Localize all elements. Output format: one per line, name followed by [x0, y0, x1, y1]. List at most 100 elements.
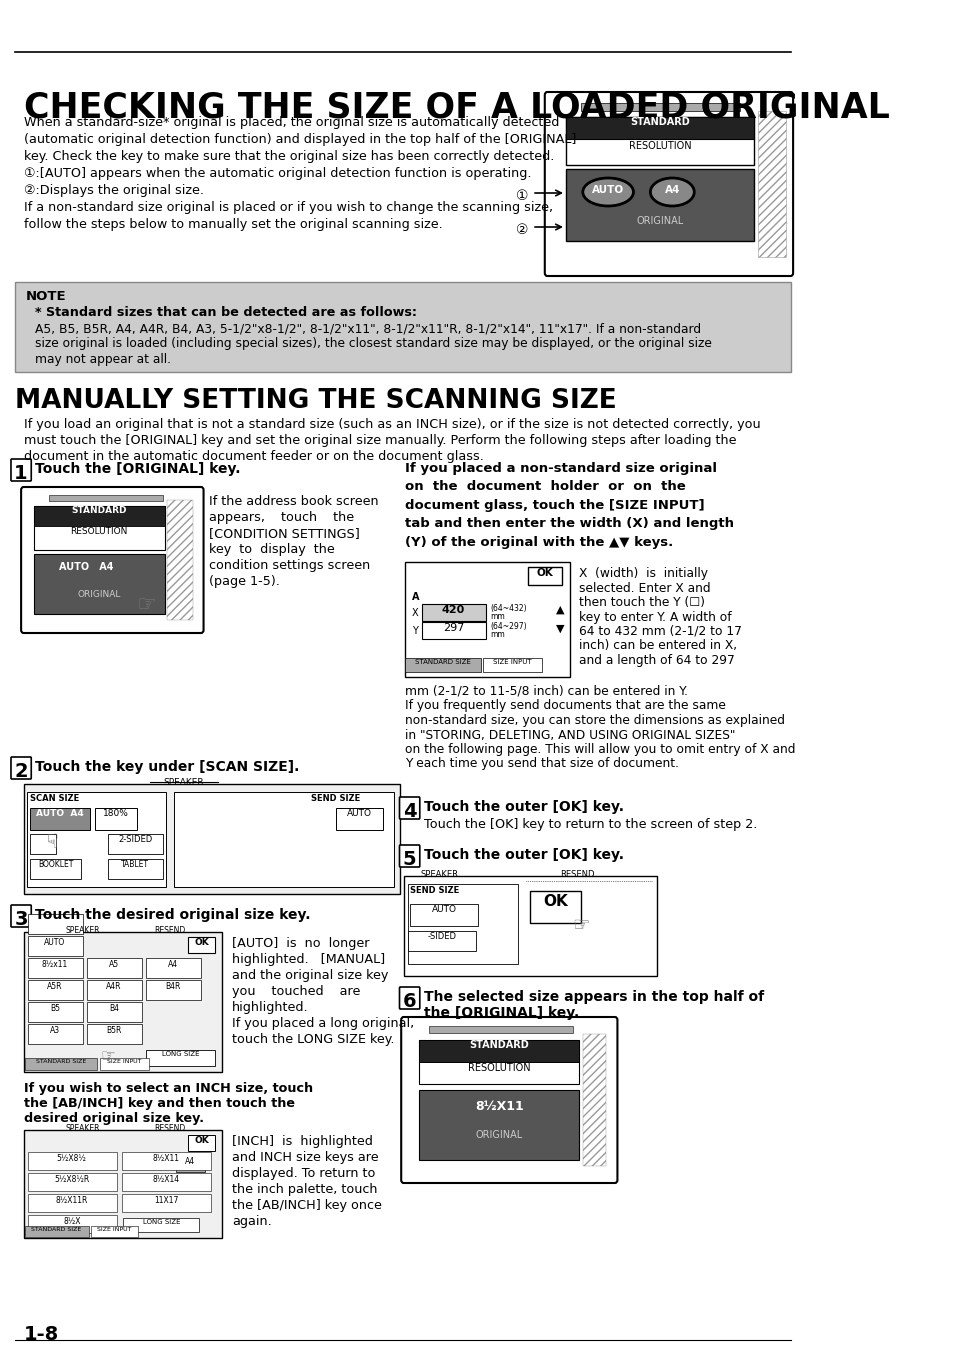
- Bar: [146, 979, 201, 1000]
- Text: AUTO  A4: AUTO A4: [36, 809, 84, 817]
- FancyBboxPatch shape: [544, 92, 792, 276]
- Bar: [91, 1225, 137, 1238]
- FancyBboxPatch shape: [11, 459, 31, 481]
- Bar: [146, 958, 201, 978]
- Text: ☞: ☞: [136, 594, 156, 615]
- Text: SPEAKER: SPEAKER: [66, 1124, 100, 1133]
- Text: If the address book screen: If the address book screen: [210, 494, 378, 508]
- Text: A: A: [412, 592, 419, 603]
- FancyBboxPatch shape: [11, 757, 31, 780]
- Text: 3: 3: [14, 911, 28, 929]
- FancyBboxPatch shape: [24, 932, 222, 1071]
- FancyBboxPatch shape: [24, 1129, 222, 1238]
- Text: key  to  display  the: key to display the: [210, 543, 335, 557]
- Bar: [28, 915, 83, 934]
- Text: [INCH]  is  highlighted: [INCH] is highlighted: [232, 1135, 373, 1148]
- Text: Touch the [OK] key to return to the screen of step 2.: Touch the [OK] key to return to the scre…: [423, 817, 757, 831]
- Text: displayed. To return to: displayed. To return to: [232, 1167, 375, 1179]
- Bar: [482, 658, 541, 671]
- Bar: [15, 282, 790, 372]
- Bar: [28, 1173, 116, 1192]
- Text: Touch the outer [OK] key.: Touch the outer [OK] key.: [423, 848, 623, 862]
- Text: (64~432): (64~432): [490, 604, 526, 613]
- Text: STANDARD: STANDARD: [469, 1040, 529, 1050]
- Text: If you load an original that is not a standard size (such as an INCH size), or i: If you load an original that is not a st…: [24, 417, 760, 431]
- Text: Y: Y: [412, 626, 417, 636]
- Text: ORIGINAL: ORIGINAL: [475, 1129, 522, 1140]
- FancyBboxPatch shape: [399, 988, 419, 1009]
- Bar: [410, 904, 477, 925]
- Text: If you placed a long original,: If you placed a long original,: [232, 1017, 415, 1029]
- Text: RESEND: RESEND: [154, 925, 186, 935]
- Text: the [AB/INCH] key once: the [AB/INCH] key once: [232, 1198, 382, 1212]
- Text: AUTO: AUTO: [592, 185, 623, 195]
- Text: (64~297): (64~297): [490, 621, 526, 631]
- Text: MANUALLY SETTING THE SCANNING SIZE: MANUALLY SETTING THE SCANNING SIZE: [15, 388, 617, 413]
- Text: A3: A3: [50, 1025, 60, 1035]
- FancyBboxPatch shape: [405, 562, 570, 677]
- Text: mm (2-1/2 to 11-5/8 inch) can be entered in Y.: mm (2-1/2 to 11-5/8 inch) can be entered…: [405, 685, 688, 698]
- Text: If you placed a non-standard size original
on  the  document  holder  or  on  th: If you placed a non-standard size origin…: [405, 462, 734, 549]
- Text: Touch the [ORIGINAL] key.: Touch the [ORIGINAL] key.: [35, 462, 241, 476]
- Text: 2-SIDED: 2-SIDED: [118, 835, 152, 844]
- FancyBboxPatch shape: [403, 875, 657, 975]
- Text: SPEAKER: SPEAKER: [66, 925, 100, 935]
- Text: A4R: A4R: [106, 982, 122, 992]
- FancyBboxPatch shape: [401, 1017, 617, 1183]
- FancyBboxPatch shape: [21, 486, 203, 634]
- Text: RESEND: RESEND: [559, 870, 594, 880]
- Bar: [422, 621, 485, 639]
- Text: key. Check the key to make sure that the original size has been correctly detect: key. Check the key to make sure that the…: [24, 150, 554, 163]
- Text: 180%: 180%: [103, 809, 129, 817]
- Text: document in the automatic document feeder or on the document glass.: document in the automatic document feede…: [24, 450, 483, 463]
- Bar: [418, 1040, 578, 1084]
- Text: OK: OK: [536, 567, 553, 578]
- Bar: [30, 808, 90, 830]
- Bar: [28, 979, 83, 1000]
- Text: RESOLUTION: RESOLUTION: [628, 141, 691, 151]
- Text: A4: A4: [168, 961, 178, 969]
- Bar: [123, 1219, 199, 1232]
- Text: ☞: ☞: [39, 832, 58, 850]
- Text: non-standard size, you can store the dimensions as explained: non-standard size, you can store the dim…: [405, 713, 784, 727]
- Text: RESEND: RESEND: [154, 1124, 186, 1133]
- Text: SEND SIZE: SEND SIZE: [311, 794, 359, 802]
- Text: ①: ①: [516, 189, 528, 203]
- Text: 297: 297: [442, 623, 464, 634]
- Text: B4: B4: [109, 1004, 119, 1013]
- Bar: [565, 169, 754, 240]
- Text: inch) can be entered in X,: inch) can be entered in X,: [578, 639, 736, 653]
- Bar: [175, 1156, 205, 1173]
- Bar: [418, 1040, 578, 1062]
- Text: ②:Displays the original size.: ②:Displays the original size.: [24, 184, 203, 197]
- Bar: [99, 1058, 149, 1070]
- Bar: [758, 111, 784, 257]
- Text: RESOLUTION: RESOLUTION: [71, 527, 128, 536]
- Text: X  (width)  is  initially: X (width) is initially: [578, 567, 707, 580]
- Bar: [87, 958, 142, 978]
- Text: 8½X14: 8½X14: [152, 1175, 180, 1183]
- Bar: [28, 1194, 116, 1212]
- Text: NOTE: NOTE: [26, 290, 66, 303]
- Bar: [94, 808, 136, 830]
- Bar: [28, 1002, 83, 1021]
- Bar: [33, 507, 165, 550]
- Bar: [422, 604, 485, 621]
- Text: you    touched    are: you touched are: [232, 985, 360, 998]
- Bar: [30, 834, 55, 854]
- Bar: [26, 1225, 89, 1238]
- Text: AUTO   A4: AUTO A4: [59, 562, 113, 571]
- Bar: [28, 936, 83, 957]
- Bar: [122, 1194, 211, 1212]
- Bar: [408, 884, 517, 965]
- Bar: [408, 931, 475, 951]
- Text: Y each time you send that size of document.: Y each time you send that size of docume…: [405, 758, 679, 770]
- Text: STANDARD SIZE: STANDARD SIZE: [35, 1059, 86, 1065]
- Text: on the following page. This will allow you to omit entry of X and: on the following page. This will allow y…: [405, 743, 795, 757]
- Text: 8½X11R: 8½X11R: [55, 1196, 88, 1205]
- Text: ①:[AUTO] appears when the automatic original detection function is operating.: ①:[AUTO] appears when the automatic orig…: [24, 168, 531, 180]
- Text: LONG SIZE: LONG SIZE: [162, 1051, 199, 1056]
- Bar: [405, 658, 481, 671]
- FancyBboxPatch shape: [11, 905, 31, 927]
- Text: * Standard sizes that can be detected are as follows:: * Standard sizes that can be detected ar…: [35, 305, 417, 319]
